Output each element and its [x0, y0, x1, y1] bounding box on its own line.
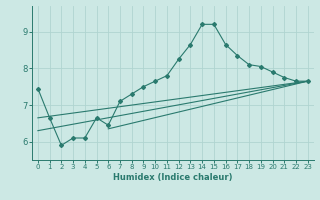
X-axis label: Humidex (Indice chaleur): Humidex (Indice chaleur): [113, 173, 233, 182]
